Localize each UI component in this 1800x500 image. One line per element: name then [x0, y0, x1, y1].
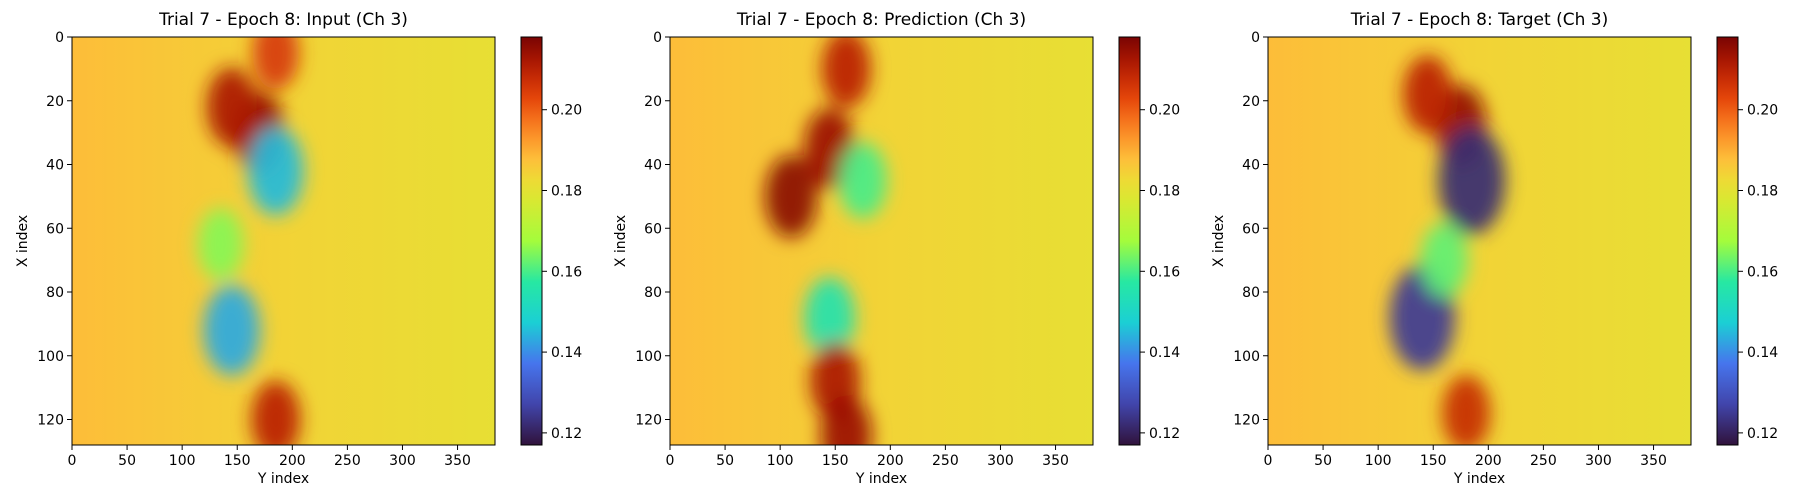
x-tick-label: 250: [334, 453, 361, 469]
colorbar-tick-label: 0.16: [1149, 264, 1180, 280]
x-tick-label: 0: [666, 453, 675, 469]
colorbar-tick-label: 0.14: [1149, 345, 1180, 361]
colorbar-tick-label: 0.14: [551, 345, 582, 361]
y-axis-label: X index: [1211, 215, 1227, 267]
x-axis-label: Y index: [257, 471, 309, 487]
heatmap-feature: [839, 142, 887, 218]
y-tick-label: 100: [635, 349, 662, 365]
colorbar-tick-label: 0.14: [1747, 345, 1778, 361]
x-tick-label: 200: [1475, 453, 1502, 469]
x-tick-label: 0: [1264, 453, 1273, 469]
colorbar: [1119, 37, 1140, 445]
x-tick-label: 50: [118, 453, 136, 469]
x-tick-label: 300: [987, 453, 1014, 469]
colorbar-tick-label: 0.16: [551, 264, 582, 280]
heatmap-feature: [1403, 55, 1452, 133]
x-tick-label: 200: [877, 453, 904, 469]
heatmap-panel-3: Trial 7 - Epoch 8: Target (Ch 3) 0 50 100 15…: [1211, 10, 1778, 487]
heatmap-feature: [248, 126, 304, 215]
y-tick-label: 20: [644, 94, 662, 110]
colorbar-tick-label: 0.12: [1149, 426, 1180, 442]
heatmap-feature: [1438, 126, 1505, 234]
colorbar-tick-label: 0.20: [1747, 103, 1778, 119]
y-tick-label: 100: [1233, 349, 1260, 365]
y-tick-label: 0: [55, 30, 64, 46]
colorbar: [1717, 37, 1738, 445]
chart-title: Trial 7 - Epoch 8: Prediction (Ch 3): [736, 10, 1026, 30]
x-tick-label: 0: [68, 453, 77, 469]
x-tick-label: 100: [169, 453, 196, 469]
y-tick-label: 80: [644, 285, 662, 301]
heatmap-background: [670, 37, 1093, 445]
heatmap-feature: [203, 285, 260, 375]
y-tick-label: 60: [1242, 221, 1260, 237]
x-tick-label: 350: [444, 453, 471, 469]
colorbar-tick-label: 0.20: [1149, 103, 1180, 119]
y-axis-label: X index: [15, 215, 31, 267]
y-tick-label: 20: [1242, 94, 1260, 110]
y-tick-label: 60: [644, 221, 662, 237]
colorbar-tick-label: 0.12: [551, 426, 582, 442]
x-tick-label: 150: [822, 453, 849, 469]
chart-title: Trial 7 - Epoch 8: Target (Ch 3): [1350, 10, 1608, 30]
x-tick-label: 250: [1530, 453, 1557, 469]
y-tick-label: 60: [46, 221, 64, 237]
y-tick-label: 80: [46, 285, 64, 301]
y-tick-label: 40: [1242, 158, 1260, 174]
x-tick-label: 350: [1640, 453, 1667, 469]
colorbar-tick-label: 0.18: [1149, 184, 1180, 200]
y-axis-label: X index: [613, 215, 629, 267]
x-tick-label: 150: [224, 453, 251, 469]
heatmap-feature: [198, 208, 244, 280]
x-tick-label: 250: [932, 453, 959, 469]
x-tick-label: 300: [1585, 453, 1612, 469]
x-tick-label: 100: [767, 453, 794, 469]
x-axis-label: Y index: [855, 471, 907, 487]
colorbar-tick-label: 0.18: [551, 184, 582, 200]
x-tick-label: 150: [1420, 453, 1447, 469]
x-tick-label: 300: [389, 453, 416, 469]
y-tick-label: 0: [653, 30, 662, 46]
y-tick-label: 40: [644, 158, 662, 174]
heatmap-panel-2: Trial 7 - Epoch 8: Prediction (Ch 3) 0 50 1…: [613, 10, 1180, 487]
y-tick-label: 20: [46, 94, 64, 110]
y-tick-label: 100: [37, 349, 64, 365]
colorbar: [521, 37, 542, 445]
x-tick-label: 100: [1365, 453, 1392, 469]
colorbar-tick-label: 0.18: [1747, 184, 1778, 200]
x-tick-label: 200: [279, 453, 306, 469]
colorbar-tick-label: 0.16: [1747, 264, 1778, 280]
chart-title: Trial 7 - Epoch 8: Input (Ch 3): [158, 10, 408, 30]
y-tick-label: 80: [1242, 285, 1260, 301]
x-tick-label: 350: [1042, 453, 1069, 469]
x-tick-label: 50: [716, 453, 734, 469]
heatmap-feature: [822, 30, 871, 108]
y-tick-label: 120: [37, 413, 64, 429]
heatmap-feature: [207, 67, 257, 147]
x-axis-label: Y index: [1453, 471, 1505, 487]
y-tick-label: 40: [46, 158, 64, 174]
y-tick-label: 120: [1233, 413, 1260, 429]
y-tick-label: 120: [635, 413, 662, 429]
colorbar-tick-label: 0.20: [551, 103, 582, 119]
y-tick-label: 0: [1251, 30, 1260, 46]
heatmap-feature: [251, 381, 300, 459]
colorbar-tick-label: 0.12: [1747, 426, 1778, 442]
x-tick-label: 50: [1314, 453, 1332, 469]
heatmap-panel-1: Trial 7 - Epoch 8: Input (Ch 3) 0 50 100 150…: [15, 10, 582, 487]
heatmap-feature: [1421, 223, 1468, 297]
heatmap-feature: [1442, 375, 1490, 451]
